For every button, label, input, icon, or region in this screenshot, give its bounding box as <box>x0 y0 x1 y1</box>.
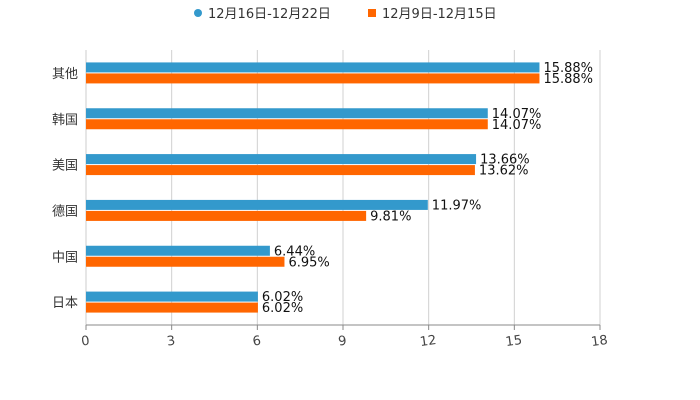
bar-series-1-2[interactable] <box>86 154 477 165</box>
data-label-series-2-3: 9.81% <box>370 209 411 224</box>
x-axis: 0 3 6 9 12 15 18 <box>80 50 609 350</box>
legend: 12月16日-12月22日 12月9日-12月15日 <box>194 7 497 22</box>
data-label-series-1-0: 15.88% <box>543 61 593 76</box>
bar-series-2-3[interactable] <box>86 210 367 221</box>
bar-series-2-0[interactable] <box>86 73 540 84</box>
legend-label-series-1: 12月16日-12月22日 <box>208 7 331 22</box>
bar-series-1-3[interactable] <box>86 199 428 210</box>
gridlines <box>171 50 601 325</box>
bars <box>86 62 540 313</box>
x-tick-label: 3 <box>166 334 176 350</box>
data-label-series-2-4: 6.95% <box>288 255 329 270</box>
bar-series-2-4[interactable] <box>86 256 285 267</box>
legend-marker-series-1 <box>194 9 202 17</box>
data-label-series-1-1: 14.07% <box>492 107 542 122</box>
category-label: 日本 <box>52 296 78 311</box>
bar-series-1-1[interactable] <box>86 108 488 119</box>
category-label: 德国 <box>52 204 78 219</box>
x-tick-label: 6 <box>252 334 262 350</box>
x-tick-label: 18 <box>590 333 608 350</box>
data-label-series-1-3: 11.97% <box>432 198 482 213</box>
legend-label-series-2: 12月9日-12月15日 <box>382 7 497 22</box>
legend-marker-series-2 <box>368 9 376 17</box>
data-label-series-2-5: 6.02% <box>262 301 303 316</box>
bar-series-2-5[interactable] <box>86 302 258 313</box>
bar-series-1-4[interactable] <box>86 245 270 256</box>
category-label: 美国 <box>52 159 78 174</box>
x-tick-label: 15 <box>505 333 523 350</box>
bar-series-1-5[interactable] <box>86 291 258 302</box>
data-label-series-1-4: 6.44% <box>274 244 315 259</box>
data-label-series-2-0: 15.88% <box>543 72 593 87</box>
x-tick-label: 12 <box>419 333 437 350</box>
data-label-series-2-1: 14.07% <box>492 118 542 133</box>
data-label-series-1-5: 6.02% <box>262 290 303 305</box>
category-label: 韩国 <box>52 113 78 128</box>
data-label-series-2-2: 13.62% <box>479 164 529 179</box>
data-label-series-1-2: 13.66% <box>480 153 530 168</box>
x-tick-label: 0 <box>80 334 90 350</box>
bar-series-1-0[interactable] <box>86 62 540 73</box>
bar-series-2-1[interactable] <box>86 119 488 130</box>
category-label: 中国 <box>52 250 78 265</box>
category-label: 其他 <box>52 67 78 82</box>
data-labels: 15.88%15.88% 14.07%14.07% 13.66%13.62% 11.9… <box>262 61 593 316</box>
bar-series-2-2[interactable] <box>86 165 475 176</box>
x-tick-label: 9 <box>337 334 347 350</box>
